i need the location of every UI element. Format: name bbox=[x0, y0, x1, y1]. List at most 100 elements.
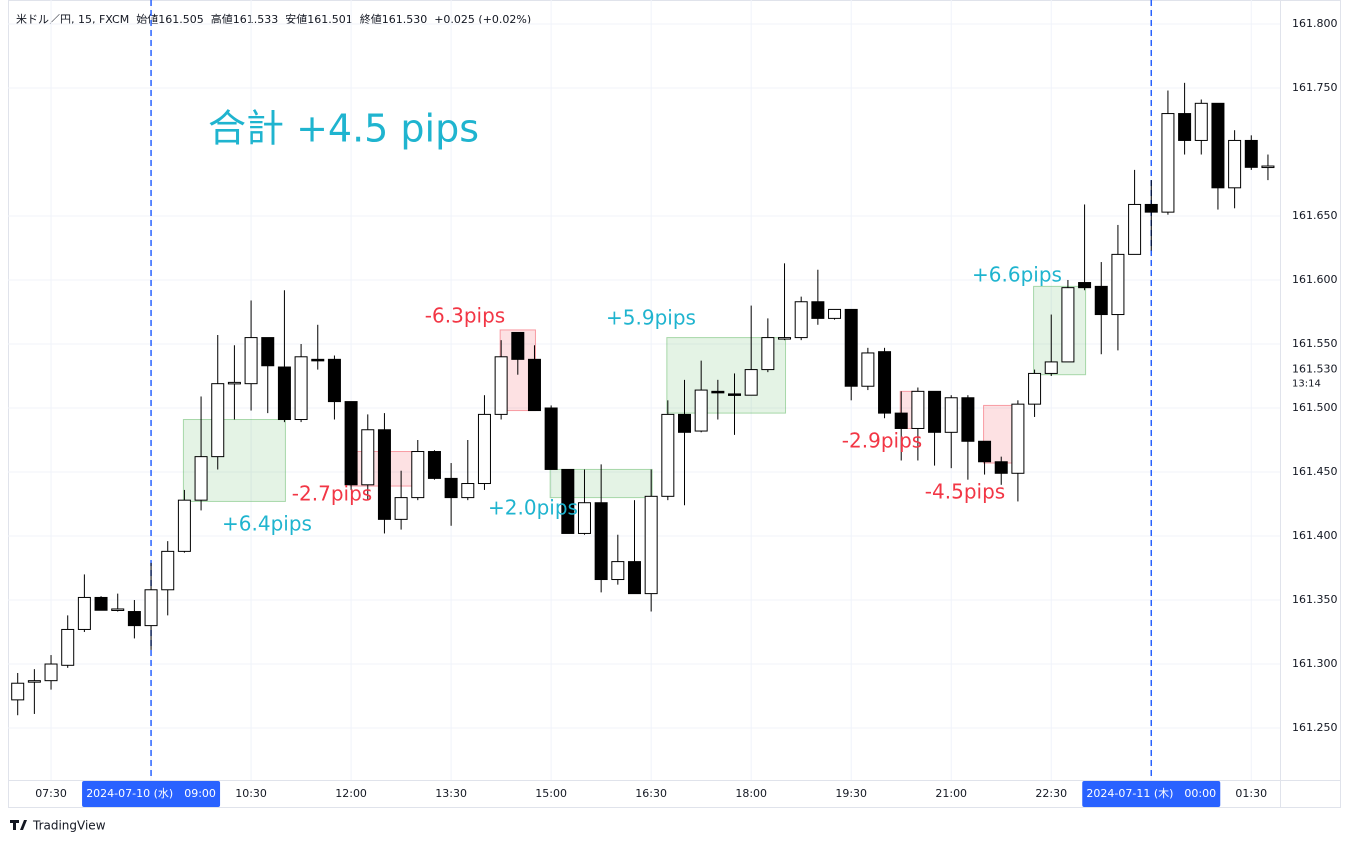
trade-label: -2.9pips bbox=[842, 429, 922, 453]
candle-body bbox=[94, 596, 108, 611]
candle-body bbox=[1211, 102, 1225, 189]
candle-body bbox=[311, 358, 325, 362]
candle-body bbox=[111, 608, 125, 611]
candle-body bbox=[861, 352, 875, 387]
candle-body bbox=[1178, 113, 1192, 141]
x-tick-label: 2024-07-10 (水) 09:00 bbox=[86, 787, 216, 800]
x-tick-label: 01:30 bbox=[1235, 787, 1267, 800]
brand-logo: TradingView bbox=[10, 819, 106, 833]
candle-body bbox=[811, 301, 825, 319]
candle-body bbox=[361, 429, 375, 486]
trade-label: +6.4pips bbox=[222, 512, 312, 536]
candle-body bbox=[978, 440, 992, 463]
x-tick-highlight bbox=[1082, 781, 1221, 807]
candle-body bbox=[44, 663, 58, 682]
candle-body bbox=[744, 369, 758, 396]
x-tick-label: 19:30 bbox=[835, 787, 867, 800]
trade-label: +2.0pips bbox=[488, 496, 578, 520]
candle-body bbox=[1111, 253, 1125, 316]
last-price-label: 161.530 bbox=[1292, 363, 1338, 376]
candle-body bbox=[527, 358, 541, 412]
y-tick-label: 161.550 bbox=[1292, 337, 1338, 350]
candle-body bbox=[294, 356, 308, 421]
y-tick-label: 161.600 bbox=[1292, 273, 1338, 286]
candle-body bbox=[894, 412, 908, 429]
candle-body bbox=[77, 596, 91, 630]
candle-body bbox=[911, 390, 925, 429]
candle-body bbox=[728, 393, 742, 396]
candle-body bbox=[144, 589, 158, 627]
trade-label: -4.5pips bbox=[925, 480, 1005, 504]
brand-name: TradingView bbox=[32, 819, 106, 833]
frame bbox=[8, 0, 1341, 808]
y-tick-label: 161.450 bbox=[1292, 465, 1338, 478]
candle-body bbox=[627, 561, 641, 595]
x-tick-label: 22:30 bbox=[1035, 787, 1067, 800]
candle-body bbox=[1144, 203, 1158, 213]
x-tick-label: 21:00 bbox=[935, 787, 967, 800]
candle-body bbox=[878, 351, 892, 414]
candle-body bbox=[344, 401, 358, 486]
trade-label: +5.9pips bbox=[606, 306, 696, 330]
trade-label: +6.6pips bbox=[972, 263, 1062, 287]
x-tick-label: 2024-07-11 (木) 00:00 bbox=[1086, 787, 1216, 800]
candle-body bbox=[577, 502, 591, 534]
candle-body bbox=[11, 682, 25, 701]
y-tick-label: 161.350 bbox=[1292, 593, 1338, 606]
ohlc-value: 161.501 bbox=[307, 13, 353, 26]
candle-body bbox=[678, 413, 691, 433]
candle-body bbox=[844, 308, 858, 387]
candle-body bbox=[1228, 139, 1242, 189]
ohlc-label: 始値 bbox=[136, 13, 159, 26]
candle-body bbox=[644, 495, 658, 595]
x-tick-label: 13:30 bbox=[435, 787, 467, 800]
ohlc-value: 161.533 bbox=[232, 13, 279, 26]
x-tick-label: 10:30 bbox=[235, 787, 267, 800]
candle-body bbox=[194, 456, 208, 501]
ohlc-label: 高値 bbox=[210, 13, 233, 26]
countdown: 13:14 bbox=[1292, 379, 1321, 390]
candle-body bbox=[1261, 165, 1275, 169]
candle-body bbox=[1028, 372, 1042, 405]
candle-body bbox=[511, 331, 525, 360]
ohlc-value: 161.505 bbox=[158, 13, 204, 26]
symbol: 米ドル／円, 15, FXCM bbox=[16, 13, 130, 26]
y-tick-label: 161.250 bbox=[1292, 721, 1338, 734]
candle-body bbox=[277, 366, 291, 421]
candle-body bbox=[711, 390, 725, 394]
candle-body bbox=[27, 680, 41, 683]
candle-body bbox=[761, 337, 775, 371]
candle-body bbox=[61, 628, 75, 666]
candle-body bbox=[127, 611, 141, 627]
candle-body bbox=[561, 468, 575, 534]
ohlc-value: 161.530 bbox=[381, 13, 428, 26]
candle-body bbox=[261, 337, 275, 367]
candle-body bbox=[1244, 139, 1258, 168]
candle-body bbox=[544, 407, 558, 470]
candle-body bbox=[377, 429, 391, 520]
trade-label: -6.3pips bbox=[425, 304, 505, 328]
trade-box bbox=[1033, 285, 1087, 376]
candle-body bbox=[694, 389, 708, 432]
candle-body bbox=[411, 451, 425, 499]
candle-body bbox=[477, 413, 491, 485]
x-tick-label: 18:00 bbox=[735, 787, 767, 800]
ohlc-label: 終値 bbox=[359, 13, 382, 26]
candle-body bbox=[244, 337, 258, 385]
candle-body bbox=[177, 499, 191, 552]
candle-body bbox=[427, 451, 441, 479]
y-tick-label: 161.500 bbox=[1292, 401, 1338, 414]
x-tick-label: 07:30 bbox=[35, 787, 67, 800]
candle-body bbox=[444, 477, 458, 499]
candle-body bbox=[961, 397, 975, 442]
y-tick-label: 161.800 bbox=[1292, 17, 1338, 30]
candle-body bbox=[594, 502, 608, 581]
candle-body bbox=[461, 483, 475, 499]
candle-body bbox=[1044, 361, 1058, 374]
candle-body bbox=[161, 550, 175, 591]
candle-body bbox=[1061, 287, 1075, 363]
candle-body bbox=[994, 461, 1008, 474]
x-tick-label: 16:30 bbox=[635, 787, 667, 800]
